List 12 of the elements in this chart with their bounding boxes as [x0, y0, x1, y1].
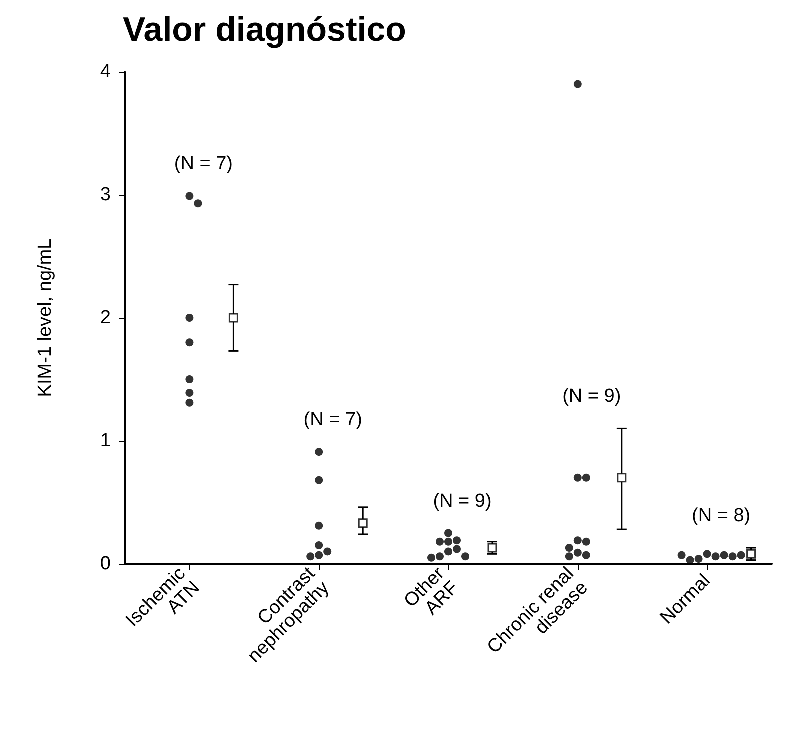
- y-tick-label: 0: [100, 554, 111, 574]
- y-tick-label: 1: [100, 430, 111, 452]
- y-tick-label: 2: [100, 308, 111, 328]
- annotation: (N = 7): [304, 410, 362, 431]
- annotation: (N = 7): [174, 154, 234, 175]
- y-tick-label: 4: [100, 62, 112, 82]
- y-axis-title: KIM-1 level, ng/mL: [35, 238, 56, 398]
- y-tick-label: 3: [100, 184, 111, 206]
- annotation: (N = 9): [562, 386, 622, 408]
- annotation: (N = 9): [433, 490, 492, 512]
- chart-title: Valor diagnóstico: [123, 11, 406, 49]
- annotation: (N = 8): [692, 506, 751, 527]
